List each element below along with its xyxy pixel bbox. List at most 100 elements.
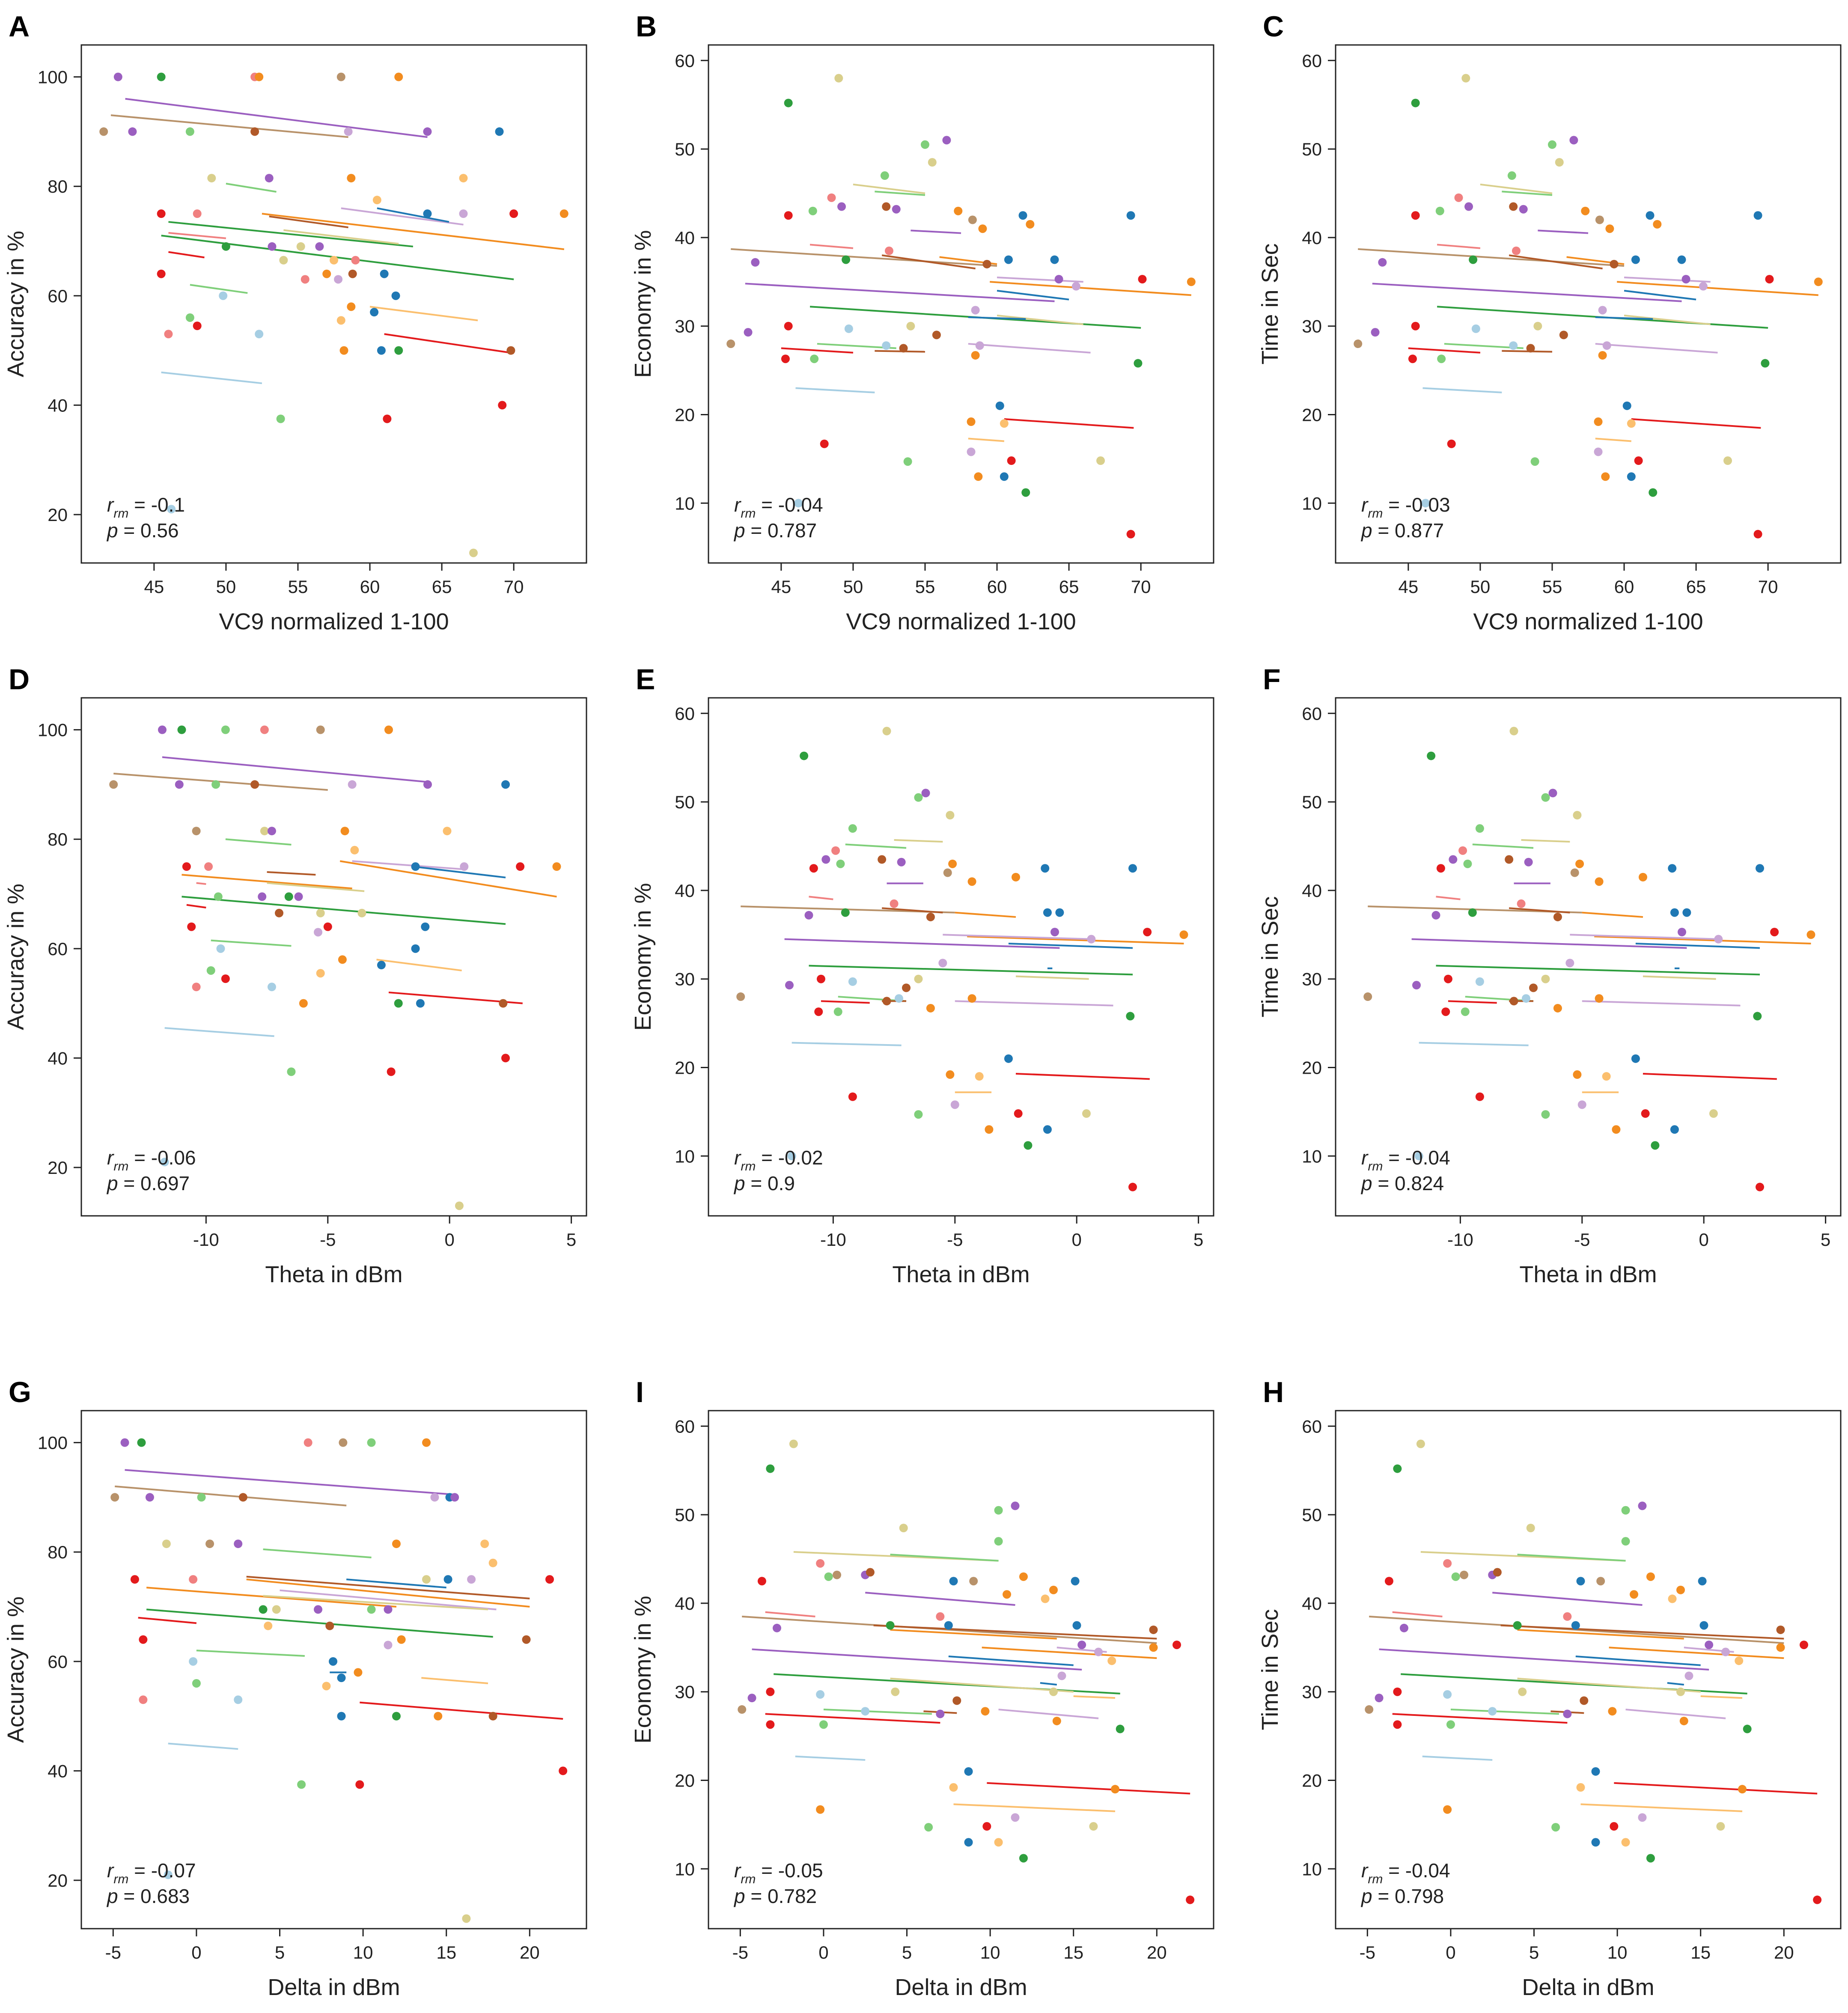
data-point xyxy=(421,922,430,931)
data-point xyxy=(250,780,259,789)
data-point xyxy=(994,1537,1003,1546)
data-point xyxy=(339,1438,348,1447)
data-point xyxy=(1007,456,1016,465)
regression-line xyxy=(781,347,854,354)
data-point xyxy=(1468,908,1477,917)
regression-line xyxy=(1480,183,1553,194)
data-point xyxy=(920,140,929,149)
regression-line xyxy=(997,289,1069,301)
plot-frame xyxy=(80,697,587,1217)
data-point xyxy=(1186,1895,1195,1904)
data-point xyxy=(1631,255,1640,264)
data-point xyxy=(757,1577,766,1586)
y-tick-label: 80 xyxy=(48,1542,68,1562)
regression-line xyxy=(1625,1709,1726,1719)
regression-line xyxy=(421,1677,488,1684)
data-point xyxy=(394,999,403,1008)
data-point xyxy=(943,868,952,877)
data-point xyxy=(1547,140,1556,149)
data-point xyxy=(384,725,393,734)
y-tick-label: 40 xyxy=(1302,881,1322,901)
data-point xyxy=(1094,1647,1103,1656)
panel-letter: B xyxy=(636,10,657,43)
regression-line xyxy=(182,874,352,890)
data-point xyxy=(1591,1838,1600,1847)
data-point xyxy=(914,793,923,802)
regression-line xyxy=(413,866,506,878)
data-point xyxy=(1541,793,1550,802)
data-point xyxy=(175,780,184,789)
data-point xyxy=(322,269,331,278)
x-tick-label: 55 xyxy=(915,577,935,597)
data-point xyxy=(1716,1822,1725,1831)
x-tick-label: 50 xyxy=(1470,577,1491,597)
x-tick-label: -10 xyxy=(820,1230,846,1250)
data-point xyxy=(434,1712,443,1721)
regression-line xyxy=(731,248,997,267)
data-point xyxy=(488,1712,497,1721)
data-point xyxy=(744,328,753,337)
data-point xyxy=(1681,275,1690,284)
data-point xyxy=(1684,1671,1693,1680)
regression-line xyxy=(821,1000,870,1004)
data-point xyxy=(314,1605,323,1614)
regression-line xyxy=(186,904,206,908)
data-point xyxy=(982,259,991,268)
data-point xyxy=(882,341,891,350)
regression-line xyxy=(881,907,943,914)
regression-line xyxy=(1509,254,1603,270)
data-point xyxy=(145,1493,154,1502)
data-point xyxy=(325,1621,334,1630)
data-point xyxy=(1621,1537,1630,1546)
data-point xyxy=(1363,992,1372,1001)
data-point xyxy=(824,1572,833,1581)
x-tick-label: 70 xyxy=(1758,577,1778,597)
y-tick-label: 100 xyxy=(38,1433,68,1453)
data-point xyxy=(985,1125,994,1134)
regression-line xyxy=(875,191,925,196)
data-point xyxy=(164,1870,173,1879)
data-point xyxy=(499,999,508,1008)
data-point xyxy=(1399,1623,1408,1632)
data-point xyxy=(995,401,1004,410)
data-point xyxy=(884,246,893,255)
data-point xyxy=(350,846,359,855)
data-point xyxy=(1512,246,1521,255)
y-tick-label: 20 xyxy=(675,1058,695,1078)
regression-line xyxy=(346,1578,446,1589)
regression-line xyxy=(997,276,1083,283)
data-point xyxy=(1630,1590,1639,1599)
data-point xyxy=(1087,935,1096,944)
data-point xyxy=(1043,908,1052,917)
data-point xyxy=(348,269,357,278)
data-point xyxy=(794,499,803,508)
data-point xyxy=(334,275,343,284)
regression-line xyxy=(168,251,205,259)
x-axis-title: VC9 normalized 1-100 xyxy=(1473,609,1703,634)
data-point xyxy=(1509,997,1518,1006)
y-tick-label: 60 xyxy=(675,1416,695,1436)
data-point xyxy=(738,1705,747,1714)
data-point xyxy=(1461,1007,1470,1016)
data-point xyxy=(1116,1724,1125,1733)
x-tick-label: 0 xyxy=(191,1942,201,1962)
y-tick-label: 20 xyxy=(1302,1058,1322,1078)
y-tick-label: 10 xyxy=(1302,493,1322,513)
regression-line xyxy=(998,1709,1099,1719)
data-point xyxy=(299,999,308,1008)
data-point xyxy=(1670,1125,1679,1134)
data-point xyxy=(522,1635,531,1644)
regression-line xyxy=(765,1713,940,1724)
data-point xyxy=(800,751,809,760)
y-axis-title: Economy in % xyxy=(630,230,656,378)
data-point xyxy=(969,1577,978,1586)
data-point xyxy=(301,275,309,284)
plot-frame xyxy=(1335,697,1842,1217)
regression-line xyxy=(246,1578,530,1608)
data-point xyxy=(866,1568,875,1577)
data-point xyxy=(259,1605,268,1614)
data-point xyxy=(1411,98,1420,107)
stat-p: p = 0.787 xyxy=(733,519,817,542)
data-point xyxy=(816,1805,825,1814)
